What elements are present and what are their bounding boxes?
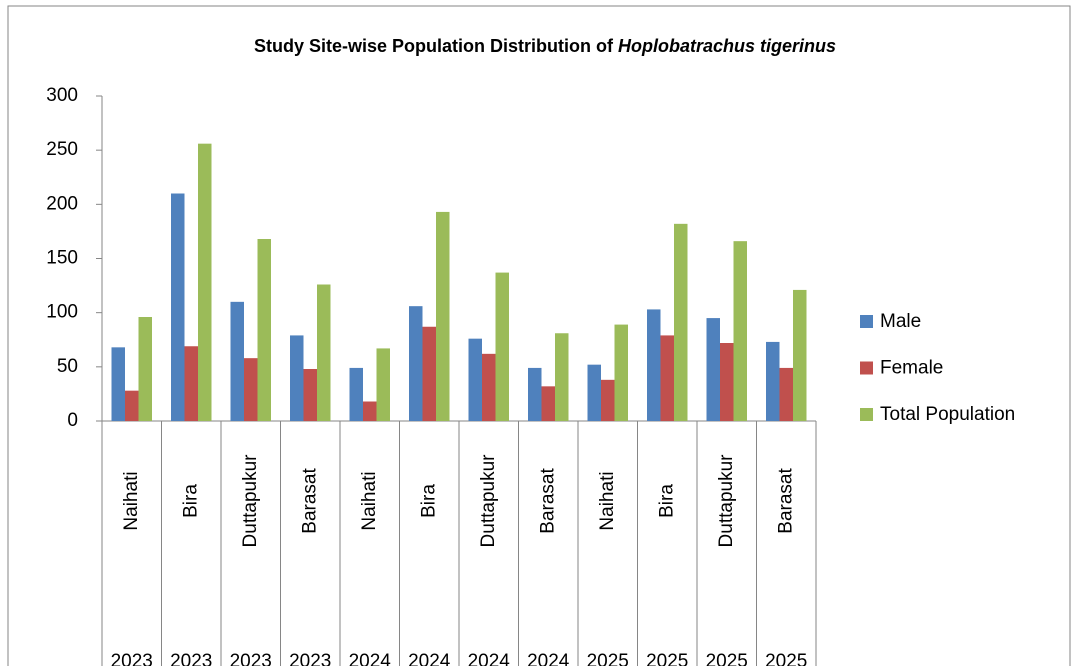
year-label: 2024 <box>527 651 570 666</box>
bar <box>706 318 720 421</box>
x-tick-label: Bira <box>656 484 677 518</box>
legend-label: Male <box>880 311 921 332</box>
bar <box>468 338 482 421</box>
bar <box>601 379 615 421</box>
bar <box>111 347 125 421</box>
year-label: 2023 <box>230 651 272 666</box>
bar <box>614 324 628 421</box>
bar <box>482 353 496 421</box>
bar <box>766 341 780 421</box>
x-tick-label: Bira <box>418 484 439 518</box>
year-label: 2025 <box>706 651 748 666</box>
bar <box>363 401 377 421</box>
title-species: Hoplobatrachus tigerinus <box>618 36 836 56</box>
x-tick-label: Bira <box>180 484 201 518</box>
bar <box>779 367 793 421</box>
bar <box>555 333 569 421</box>
bar <box>793 289 807 421</box>
x-tick-label: Barasat <box>775 468 796 534</box>
bar <box>317 284 331 421</box>
bar <box>409 306 423 421</box>
y-tick-label: 50 <box>57 356 78 377</box>
bar <box>660 335 674 421</box>
bar <box>230 301 244 421</box>
y-tick-label: 150 <box>46 248 78 269</box>
year-label: 2024 <box>468 651 511 666</box>
bar <box>171 193 185 421</box>
x-tick-label: Duttapukur <box>240 454 261 548</box>
bar <box>376 348 390 421</box>
x-tick-label: Barasat <box>537 468 558 534</box>
title-text: Study Site-wise Population Distribution … <box>254 36 614 56</box>
y-tick-label: 0 <box>67 410 78 431</box>
bar <box>303 369 317 421</box>
bar <box>184 346 198 421</box>
bar <box>674 223 688 421</box>
bar <box>647 309 661 421</box>
chart-title: Study Site-wise Population Distribution … <box>254 36 836 56</box>
bar <box>436 211 450 421</box>
legend-swatch <box>860 408 873 421</box>
bar <box>422 326 436 421</box>
y-tick-label: 100 <box>46 302 78 323</box>
year-label: 2024 <box>349 651 392 666</box>
legend-swatch <box>860 361 873 375</box>
bar <box>125 390 139 421</box>
bar <box>290 335 304 421</box>
y-tick-label: 200 <box>46 193 78 214</box>
year-label: 2025 <box>646 651 688 666</box>
bar <box>244 358 258 421</box>
y-tick-label: 250 <box>46 139 78 160</box>
bar <box>733 241 747 421</box>
x-tick-label: Naihati <box>359 471 380 530</box>
chart-border <box>7 5 1071 666</box>
bar <box>587 364 601 421</box>
year-label: 2023 <box>289 651 331 666</box>
bar <box>198 143 212 421</box>
x-tick-label: Barasat <box>299 468 320 534</box>
x-tick-label: Duttapukur <box>478 454 499 548</box>
bar <box>257 239 271 421</box>
x-tick-label: Naihati <box>121 471 142 530</box>
legend-label: Female <box>880 358 943 379</box>
year-label: 2025 <box>765 651 807 666</box>
x-tick-label: Naihati <box>597 471 618 530</box>
x-tick-label: Duttapukur <box>716 454 737 548</box>
y-tick-label: 300 <box>46 85 78 106</box>
year-label: 2023 <box>111 651 153 666</box>
bar <box>349 367 363 421</box>
legend-label: Total Population <box>880 404 1015 425</box>
bar <box>138 317 152 421</box>
year-label: 2024 <box>408 651 451 666</box>
bar <box>495 272 509 421</box>
bar <box>541 386 555 421</box>
bar <box>720 343 734 421</box>
year-label: 2023 <box>170 651 212 666</box>
bar <box>528 367 542 421</box>
year-label: 2025 <box>587 651 629 666</box>
legend-swatch <box>860 315 873 328</box>
